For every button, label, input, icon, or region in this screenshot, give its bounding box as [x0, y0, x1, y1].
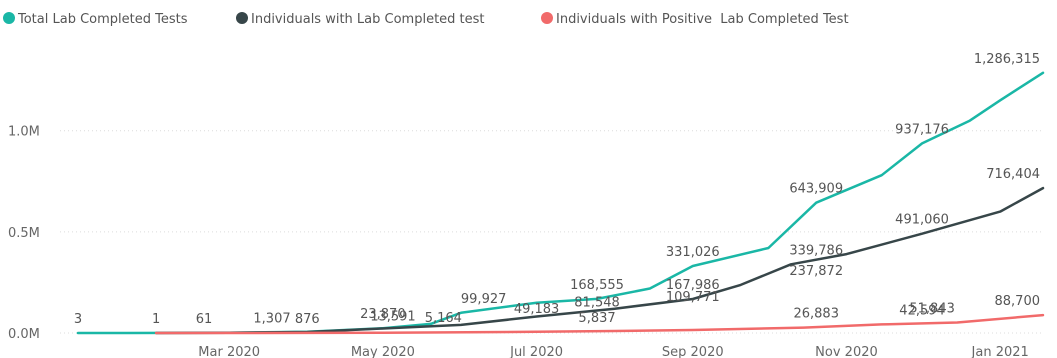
- data-label: 1: [152, 312, 160, 327]
- data-label: 1,307: [253, 312, 290, 327]
- legend-label-individuals-positive: Individuals with Positive Lab Completed …: [556, 12, 849, 27]
- x-tick-label: Jan 2021: [971, 345, 1029, 358]
- x-tick-label: May 2020: [351, 345, 415, 358]
- data-label: 42,594: [899, 303, 945, 318]
- data-label: 23,870: [360, 307, 406, 322]
- y-axis: 0.0M 0.5M 1.0M: [8, 125, 1043, 342]
- series-layer: [76, 71, 1045, 335]
- data-label: 81,548: [574, 296, 620, 311]
- data-label: 1,286,315: [974, 52, 1040, 67]
- series-line-2[interactable]: [154, 313, 1045, 335]
- data-label: 49,183: [514, 302, 560, 317]
- data-label: 5,164: [425, 311, 462, 326]
- data-label: 5,837: [578, 311, 615, 326]
- series-line-1[interactable]: [154, 186, 1045, 335]
- x-tick-label: Mar 2020: [198, 345, 260, 358]
- legend-marker-individuals-positive: [541, 12, 553, 24]
- legend-marker-total-tests: [3, 12, 15, 24]
- legend-label-total-tests: Total Lab Completed Tests: [17, 12, 188, 27]
- data-label: 51,843: [909, 302, 955, 317]
- data-label: 3: [74, 312, 82, 327]
- legend-item-total-tests[interactable]: Total Lab Completed Tests: [3, 12, 188, 27]
- legend-item-individuals-tested[interactable]: Individuals with Lab Completed test: [236, 12, 485, 27]
- data-label: 876: [295, 312, 320, 327]
- y-tick-label: 0.0M: [8, 327, 40, 342]
- legend-marker-individuals-tested: [236, 12, 248, 24]
- data-label: 237,872: [789, 264, 843, 279]
- x-tick-label: Sep 2020: [662, 345, 724, 358]
- data-label: 716,404: [986, 167, 1040, 182]
- data-label: 26,883: [793, 307, 839, 322]
- data-label: 61: [196, 312, 213, 327]
- data-label: 13,591: [370, 309, 416, 324]
- data-label: 167,986: [666, 278, 720, 293]
- y-tick-label: 0.5M: [8, 226, 40, 241]
- legend-label-individuals-tested: Individuals with Lab Completed test: [251, 12, 485, 27]
- x-axis: Mar 2020 May 2020 Jul 2020 Sep 2020 Nov 2020…: [198, 345, 1029, 358]
- data-label: 339,786: [789, 243, 843, 258]
- legend: Total Lab Completed Tests Individuals wi…: [3, 12, 849, 27]
- y-tick-label: 1.0M: [8, 125, 40, 140]
- data-label: 88,700: [995, 294, 1041, 309]
- legend-item-individuals-positive[interactable]: Individuals with Positive Lab Completed …: [541, 12, 849, 27]
- data-label: 331,026: [666, 245, 720, 260]
- x-tick-label: Nov 2020: [815, 345, 878, 358]
- data-label: 491,060: [895, 213, 949, 228]
- series-line-0[interactable]: [76, 71, 1045, 335]
- data-label: 937,176: [895, 122, 949, 137]
- data-label: 643,909: [789, 182, 843, 197]
- x-tick-label: Jul 2020: [509, 345, 563, 358]
- data-label: 99,927: [461, 292, 507, 307]
- data-label: 109,771: [666, 290, 720, 305]
- data-label: 168,555: [570, 278, 624, 293]
